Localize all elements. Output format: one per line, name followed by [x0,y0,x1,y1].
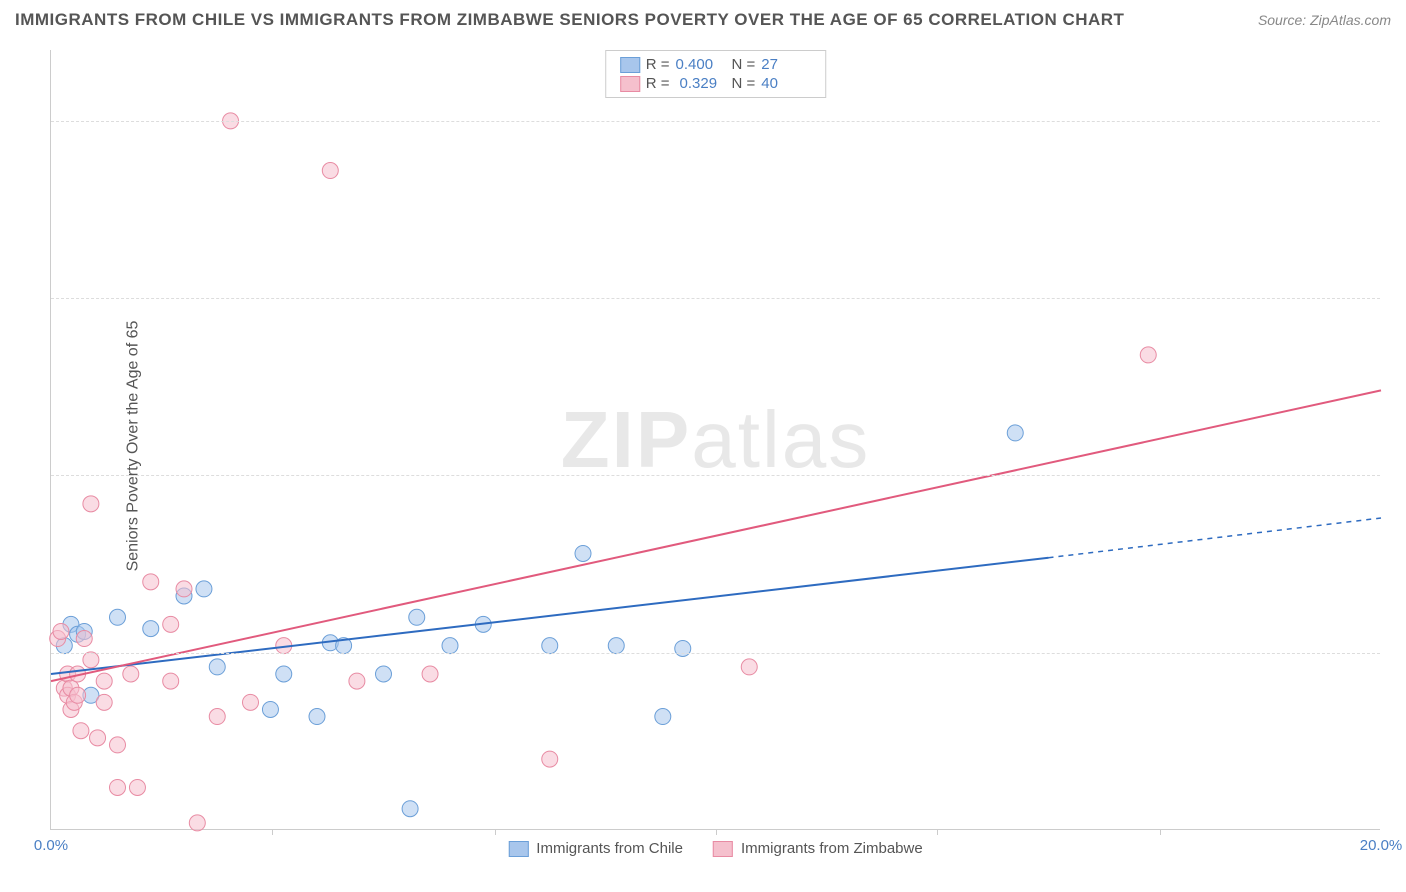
chart-title: IMMIGRANTS FROM CHILE VS IMMIGRANTS FROM… [15,10,1124,30]
y-tick-label: 12.5% [1390,644,1406,661]
legend-row-zimbabwe: R = 0.329 N = 40 [620,74,812,93]
legend-item-zimbabwe: Immigrants from Zimbabwe [713,840,923,857]
data-point [110,737,126,753]
data-point [402,801,418,817]
correlation-legend: R = 0.400 N = 27 R = 0.329 N = 40 [605,50,827,98]
data-point [176,581,192,597]
legend-row-chile: R = 0.400 N = 27 [620,55,812,74]
data-point [209,709,225,725]
data-point [542,751,558,767]
gridline-h [51,653,1380,654]
legend-item-chile: Immigrants from Chile [508,840,683,857]
swatch-zimbabwe [620,76,640,92]
trend-line [51,390,1381,681]
x-minor-tick [272,829,273,835]
data-point [73,723,89,739]
data-point [322,163,338,179]
swatch-zimbabwe-icon [713,841,733,857]
data-point [143,621,159,637]
x-minor-tick [1160,829,1161,835]
y-tick-label: 50.0% [1390,112,1406,129]
data-point [110,609,126,625]
trend-line-extrapolated [1049,518,1382,558]
data-point [409,609,425,625]
trend-line [51,558,1049,674]
data-point [83,652,99,668]
data-point [442,638,458,654]
gridline-h [51,298,1380,299]
y-tick-label: 37.5% [1390,290,1406,307]
data-point [70,687,86,703]
data-point [655,709,671,725]
x-tick-label: 20.0% [1360,837,1403,854]
x-tick-label: 0.0% [34,837,68,854]
data-point [209,659,225,675]
data-point [76,631,92,647]
legend-label-chile: Immigrants from Chile [536,840,683,857]
gridline-h [51,475,1380,476]
data-point [96,694,112,710]
gridline-h [51,121,1380,122]
x-minor-tick [495,829,496,835]
swatch-chile [620,57,640,73]
data-point [123,666,139,682]
data-point [741,659,757,675]
legend-label-zimbabwe: Immigrants from Zimbabwe [741,840,923,857]
data-point [90,730,106,746]
source-attribution: Source: ZipAtlas.com [1258,12,1391,28]
data-point [110,779,126,795]
data-point [608,638,624,654]
data-point [243,694,259,710]
data-point [96,673,112,689]
data-point [575,545,591,561]
data-point [376,666,392,682]
data-point [143,574,159,590]
plot-svg [51,50,1380,829]
data-point [422,666,438,682]
scatter-plot: ZIPatlas R = 0.400 N = 27 R = 0.329 N = … [50,50,1380,830]
data-point [309,709,325,725]
data-point [189,815,205,831]
swatch-chile-icon [508,841,528,857]
data-point [83,496,99,512]
series-legend: Immigrants from Chile Immigrants from Zi… [508,840,922,857]
data-point [675,640,691,656]
data-point [1007,425,1023,441]
data-point [349,673,365,689]
data-point [196,581,212,597]
data-point [276,666,292,682]
data-point [163,616,179,632]
y-tick-label: 25.0% [1390,467,1406,484]
data-point [262,701,278,717]
data-point [129,779,145,795]
data-point [163,673,179,689]
x-minor-tick [716,829,717,835]
data-point [1140,347,1156,363]
data-point [542,638,558,654]
data-point [53,623,69,639]
x-minor-tick [937,829,938,835]
